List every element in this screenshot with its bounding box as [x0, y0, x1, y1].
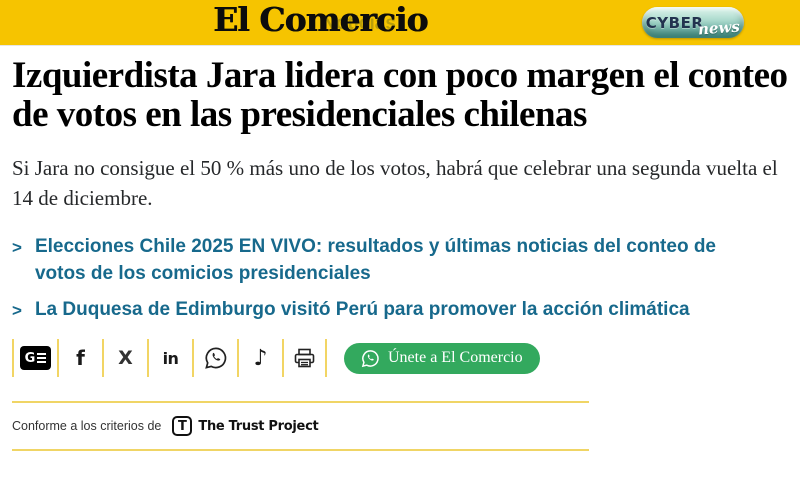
trust-project-t-icon: T — [172, 416, 193, 437]
cyber-news-badge[interactable]: CYBER news — [642, 7, 744, 38]
related-link-duchess[interactable]: La Duquesa de Edimburgo visitó Perú para… — [34, 298, 690, 320]
article-main: Izquierdista Jara lidera con poco margen… — [0, 55, 800, 452]
breadcrumb-noticias: Noticias — [322, 13, 396, 34]
chevron-right-icon: > — [12, 238, 22, 258]
separator-line — [12, 449, 589, 452]
share-facebook-button[interactable]: f — [57, 339, 102, 378]
tiktok-icon: ♪ — [253, 345, 268, 371]
share-whatsapp-button[interactable] — [192, 339, 237, 378]
site-header: Noticias El Comercio CYBER news — [0, 0, 800, 46]
share-tiktok-button[interactable]: ♪ — [237, 339, 282, 378]
linkedin-icon: in — [162, 348, 179, 368]
share-x-button[interactable]: X — [102, 339, 147, 378]
x-twitter-icon: X — [118, 347, 133, 370]
related-link-elections[interactable]: Elecciones Chile 2025 EN VIVO: resultado… — [34, 236, 716, 284]
chevron-right-icon: > — [12, 300, 22, 320]
share-google-news-button[interactable]: G — [12, 339, 57, 378]
facebook-icon: f — [76, 346, 85, 371]
trust-project-row: Conforme a los criterios de T The Trust … — [12, 416, 788, 437]
join-whatsapp-button[interactable]: Únete a El Comercio — [344, 342, 540, 374]
share-linkedin-button[interactable]: in — [147, 339, 192, 378]
separator-line — [12, 401, 589, 404]
article-subheadline: Si Jara no consigue el 50 % más uno de l… — [12, 155, 778, 210]
google-news-icon: G — [20, 346, 51, 371]
share-print-button[interactable] — [282, 339, 327, 378]
whatsapp-icon — [361, 349, 380, 368]
el-comercio-logo[interactable]: El Comercio — [213, 0, 428, 39]
join-button-label: Únete a El Comercio — [388, 349, 523, 367]
related-links-list: > Elecciones Chile 2025 EN VIVO: resulta… — [12, 234, 788, 323]
share-toolbar: G f X in ♪ — [12, 338, 788, 378]
related-link-item: > La Duquesa de Edimburgo visitó Perú pa… — [12, 297, 788, 324]
print-icon — [292, 346, 317, 370]
trust-project-name: The Trust Project — [198, 418, 319, 434]
article-headline: Izquierdista Jara lidera con poco margen… — [12, 55, 788, 135]
trust-prefix-text: Conforme a los criterios de — [12, 419, 162, 434]
cyber-badge-main-text: CYBER — [645, 13, 704, 32]
whatsapp-icon — [204, 346, 228, 370]
trust-project-logo[interactable]: T The Trust Project — [172, 416, 319, 437]
related-link-item: > Elecciones Chile 2025 EN VIVO: resulta… — [12, 234, 788, 287]
cyber-badge-script-text: news — [697, 17, 741, 38]
